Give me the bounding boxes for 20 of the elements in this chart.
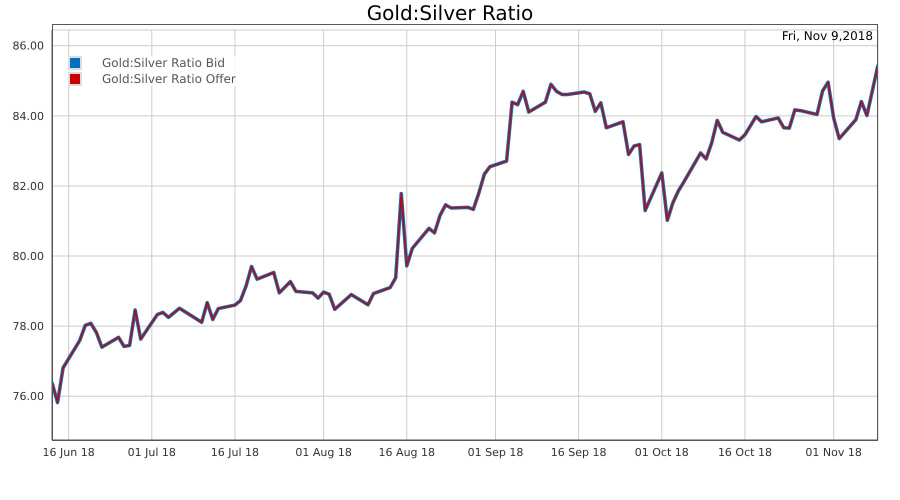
- x-tick-label: 01 Nov 18: [805, 446, 862, 459]
- x-tick-label: 16 Sep 18: [550, 446, 607, 459]
- y-tick-label: 82.00: [12, 180, 44, 193]
- x-tick-label: 01 Oct 18: [634, 446, 689, 459]
- x-tick-label: 01 Sep 18: [468, 446, 524, 459]
- x-tick-label: 01 Jul 18: [128, 446, 176, 459]
- x-tick-label: 16 Aug 18: [378, 446, 436, 459]
- annotation: Fri, Nov 9,2018: [782, 29, 873, 43]
- x-tick-label: 16 Oct 18: [718, 446, 772, 459]
- legend-label: Gold:Silver Ratio Bid: [102, 56, 225, 70]
- y-tick-label: 80.00: [12, 250, 44, 263]
- x-tick-label: 16 Jul 18: [210, 446, 260, 459]
- legend-label: Gold:Silver Ratio Offer: [102, 72, 236, 86]
- x-tick-label: 16 Jun 18: [42, 446, 95, 459]
- y-tick-label: 86.00: [12, 40, 44, 53]
- y-tick-label: 76.00: [12, 390, 44, 404]
- chart-title: Gold:Silver Ratio: [366, 1, 534, 26]
- y-tick-label: 78.00: [12, 320, 44, 334]
- x-tick-label: 01 Aug 18: [295, 446, 352, 459]
- y-tick-label: 84.00: [12, 110, 44, 123]
